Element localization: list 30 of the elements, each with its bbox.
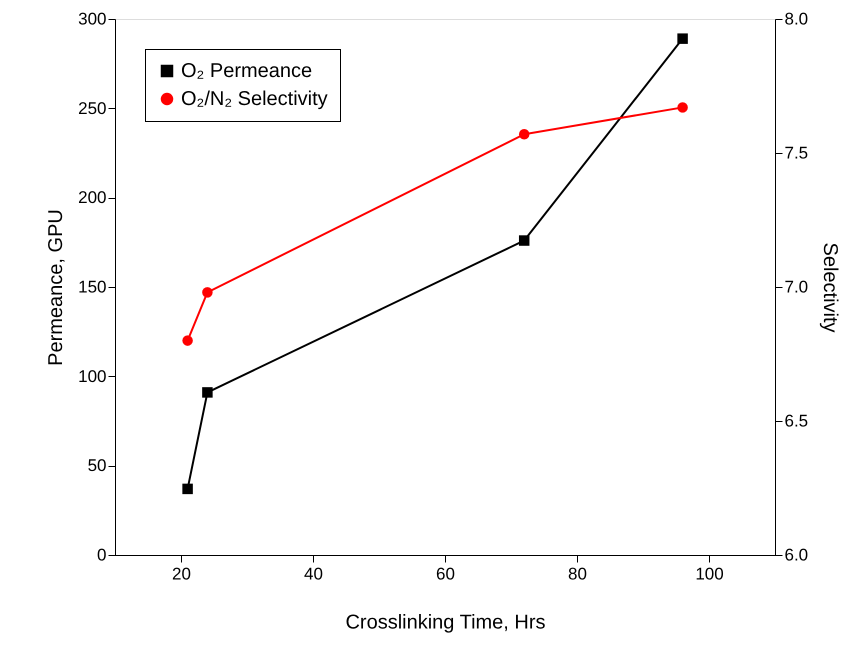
y2-tick-label: 6.0 (784, 546, 808, 564)
y2-tick-label: 7.0 (784, 278, 808, 296)
y-tick-label: 250 (78, 98, 106, 118)
y-axis-title: Permeance, GPU (45, 209, 68, 366)
x-tick-label: 40 (304, 564, 323, 584)
x-tick-label: 60 (436, 564, 455, 584)
y2-tick-label: 7.5 (784, 144, 808, 162)
point (202, 287, 213, 298)
point (518, 235, 530, 246)
y2-tick-label: 8.0 (784, 10, 808, 28)
y-tick-label: 50 (88, 456, 106, 476)
y-tick-label: 300 (78, 10, 106, 28)
y2-axis-title: Selectivity (819, 242, 842, 333)
y2-tick-label: 6.5 (784, 412, 808, 430)
point (518, 129, 530, 140)
point (182, 335, 193, 346)
x-axis-title: Crosslinking Time, Hrs (345, 612, 546, 634)
legend-label: O₂ Permeance (181, 60, 312, 82)
y-tick-label: 100 (78, 366, 106, 386)
legend-label: O₂/N₂ Selectivity (181, 88, 328, 110)
y-tick-label: 150 (78, 278, 106, 296)
point (677, 33, 688, 44)
x-tick-label: 80 (568, 564, 587, 584)
x-tick-label: 20 (172, 564, 191, 584)
point (182, 484, 193, 494)
x-tick-label: 100 (695, 564, 724, 584)
y-tick-label: 200 (78, 188, 106, 208)
point (202, 387, 213, 398)
point (677, 102, 688, 113)
y-tick-label: 0 (97, 546, 106, 564)
